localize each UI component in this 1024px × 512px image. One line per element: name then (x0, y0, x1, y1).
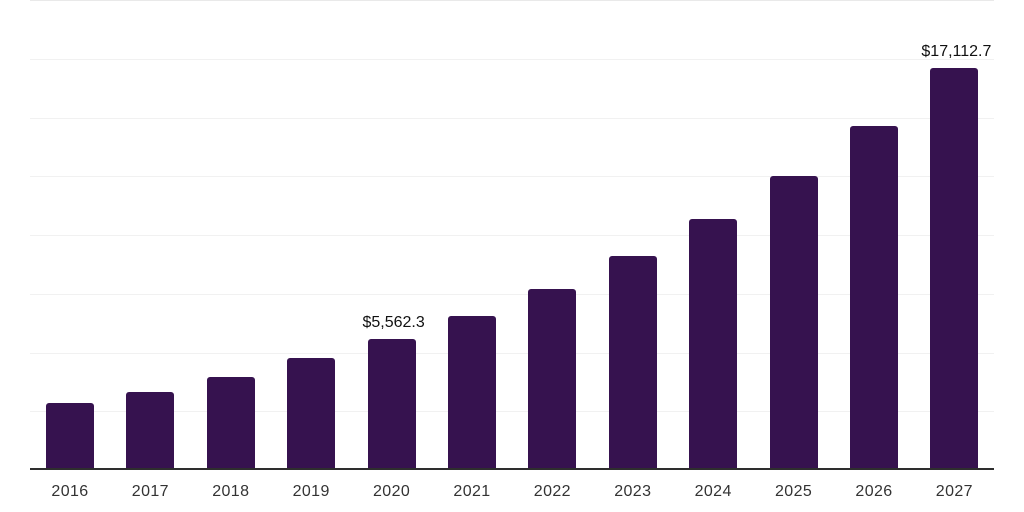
bar-2020 (367, 339, 416, 468)
bar-2019 (287, 357, 336, 468)
x-tick-2027: 2027 (935, 483, 973, 500)
x-tick-2024: 2024 (694, 483, 732, 500)
bar-2022 (528, 288, 577, 468)
data-label-2027: $17,112.7 (921, 42, 992, 60)
gridline-10000 (30, 235, 994, 236)
gridline-7500 (30, 293, 994, 295)
bar-2026 (850, 125, 898, 468)
bar-2023 (608, 256, 657, 468)
x-axis-line (30, 468, 994, 470)
gridline-15000 (30, 117, 994, 119)
x-tick-2021: 2021 (453, 483, 491, 500)
x-tick-2017: 2017 (131, 483, 169, 500)
bar-2017 (126, 391, 175, 468)
bar-2025 (769, 176, 818, 468)
bar-2021 (448, 315, 496, 468)
x-tick-2025: 2025 (774, 483, 813, 500)
gridline-17500 (30, 58, 994, 60)
bar-2016 (46, 402, 94, 468)
data-label-2020: $5,562.3 (362, 314, 425, 332)
gridline-5000 (30, 352, 994, 354)
bar-2027 (930, 67, 979, 468)
x-tick-2019: 2019 (292, 483, 330, 500)
gridline-20000 (30, 0, 994, 1)
bar-2024 (689, 219, 738, 468)
plot-area: $5,562.3 $17,112.7 (30, 0, 994, 470)
bar-2018 (206, 376, 255, 468)
gridline-12500 (30, 176, 994, 178)
x-tick-2018: 2018 (212, 483, 250, 500)
x-tick-2023: 2023 (614, 483, 652, 500)
x-tick-2016: 2016 (51, 483, 89, 500)
x-tick-2022: 2022 (533, 483, 571, 500)
gridline-2500 (30, 411, 994, 413)
x-tick-2026: 2026 (855, 483, 893, 500)
x-tick-2020: 2020 (372, 483, 411, 500)
